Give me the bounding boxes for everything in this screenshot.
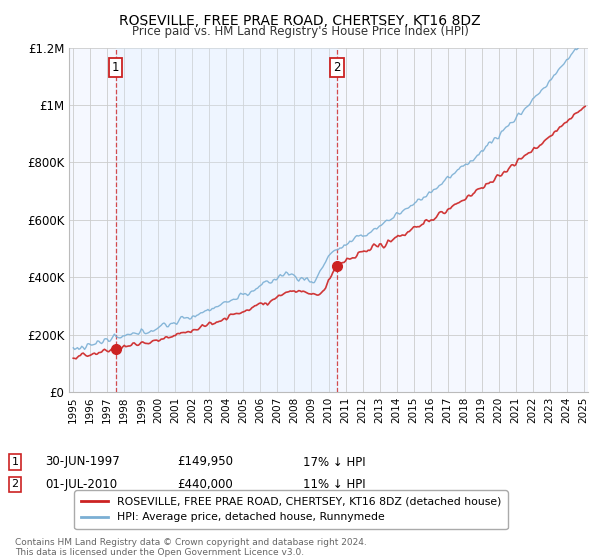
- Text: ROSEVILLE, FREE PRAE ROAD, CHERTSEY, KT16 8DZ: ROSEVILLE, FREE PRAE ROAD, CHERTSEY, KT1…: [119, 14, 481, 28]
- Legend: ROSEVILLE, FREE PRAE ROAD, CHERTSEY, KT16 8DZ (detached house), HPI: Average pri: ROSEVILLE, FREE PRAE ROAD, CHERTSEY, KT1…: [74, 491, 508, 529]
- Text: £149,950: £149,950: [177, 455, 233, 469]
- Text: Price paid vs. HM Land Registry's House Price Index (HPI): Price paid vs. HM Land Registry's House …: [131, 25, 469, 38]
- Text: Contains HM Land Registry data © Crown copyright and database right 2024.
This d: Contains HM Land Registry data © Crown c…: [15, 538, 367, 557]
- Bar: [116, 48, 337, 392]
- Text: 17% ↓ HPI: 17% ↓ HPI: [303, 455, 365, 469]
- Text: 2: 2: [333, 61, 341, 74]
- Text: 01-JUL-2010: 01-JUL-2010: [45, 478, 117, 491]
- Text: 1: 1: [112, 61, 119, 74]
- Text: 1: 1: [11, 457, 19, 467]
- Text: 2: 2: [11, 479, 19, 489]
- Text: 30-JUN-1997: 30-JUN-1997: [45, 455, 120, 469]
- Text: 11% ↓ HPI: 11% ↓ HPI: [303, 478, 365, 491]
- Text: £440,000: £440,000: [177, 478, 233, 491]
